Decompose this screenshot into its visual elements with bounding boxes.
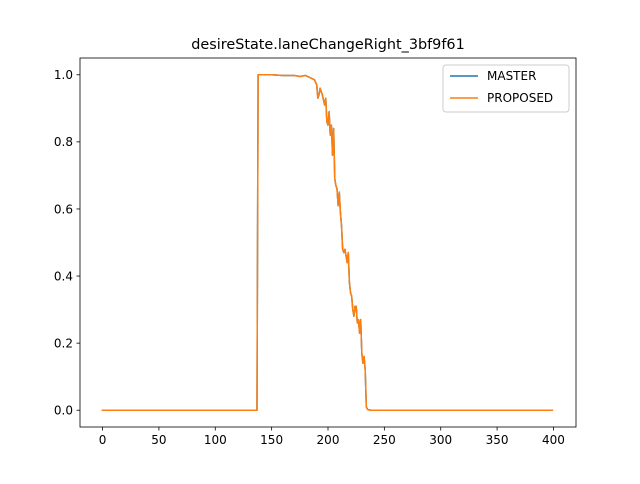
y-tick-label: 0.8 xyxy=(54,135,73,149)
legend: MASTER PROPOSED xyxy=(442,64,570,113)
x-tick-label: 400 xyxy=(542,433,565,447)
plot-background xyxy=(80,58,576,427)
legend-label-proposed: PROPOSED xyxy=(487,91,553,105)
y-tick-label: 0.6 xyxy=(54,202,73,216)
y-tick-label: 0.2 xyxy=(54,336,73,350)
legend-label-master: MASTER xyxy=(487,69,536,83)
x-tick-label: 250 xyxy=(373,433,396,447)
series-layer xyxy=(101,74,554,411)
y-tick-label: 1.0 xyxy=(54,68,73,82)
x-tick-label: 350 xyxy=(486,433,509,447)
x-tick-label: 150 xyxy=(260,433,283,447)
x-tick-label: 50 xyxy=(151,433,166,447)
x-tick-label: 200 xyxy=(317,433,340,447)
y-tick-label: 0.4 xyxy=(54,269,73,283)
plot-area xyxy=(79,57,577,428)
x-tick-label: 0 xyxy=(99,433,107,447)
chart-title: desireState.laneChangeRight_3bf9f61 xyxy=(191,37,464,53)
series-line-proposed xyxy=(101,74,554,411)
y-axis: 0.0 0.2 0.4 0.6 0.8 1.0 xyxy=(54,68,80,418)
x-tick-label: 300 xyxy=(429,433,452,447)
x-axis: 0 50 100 150 200 250 300 350 400 xyxy=(99,427,565,447)
y-tick-label: 0.0 xyxy=(54,404,73,418)
x-tick-label: 100 xyxy=(204,433,227,447)
